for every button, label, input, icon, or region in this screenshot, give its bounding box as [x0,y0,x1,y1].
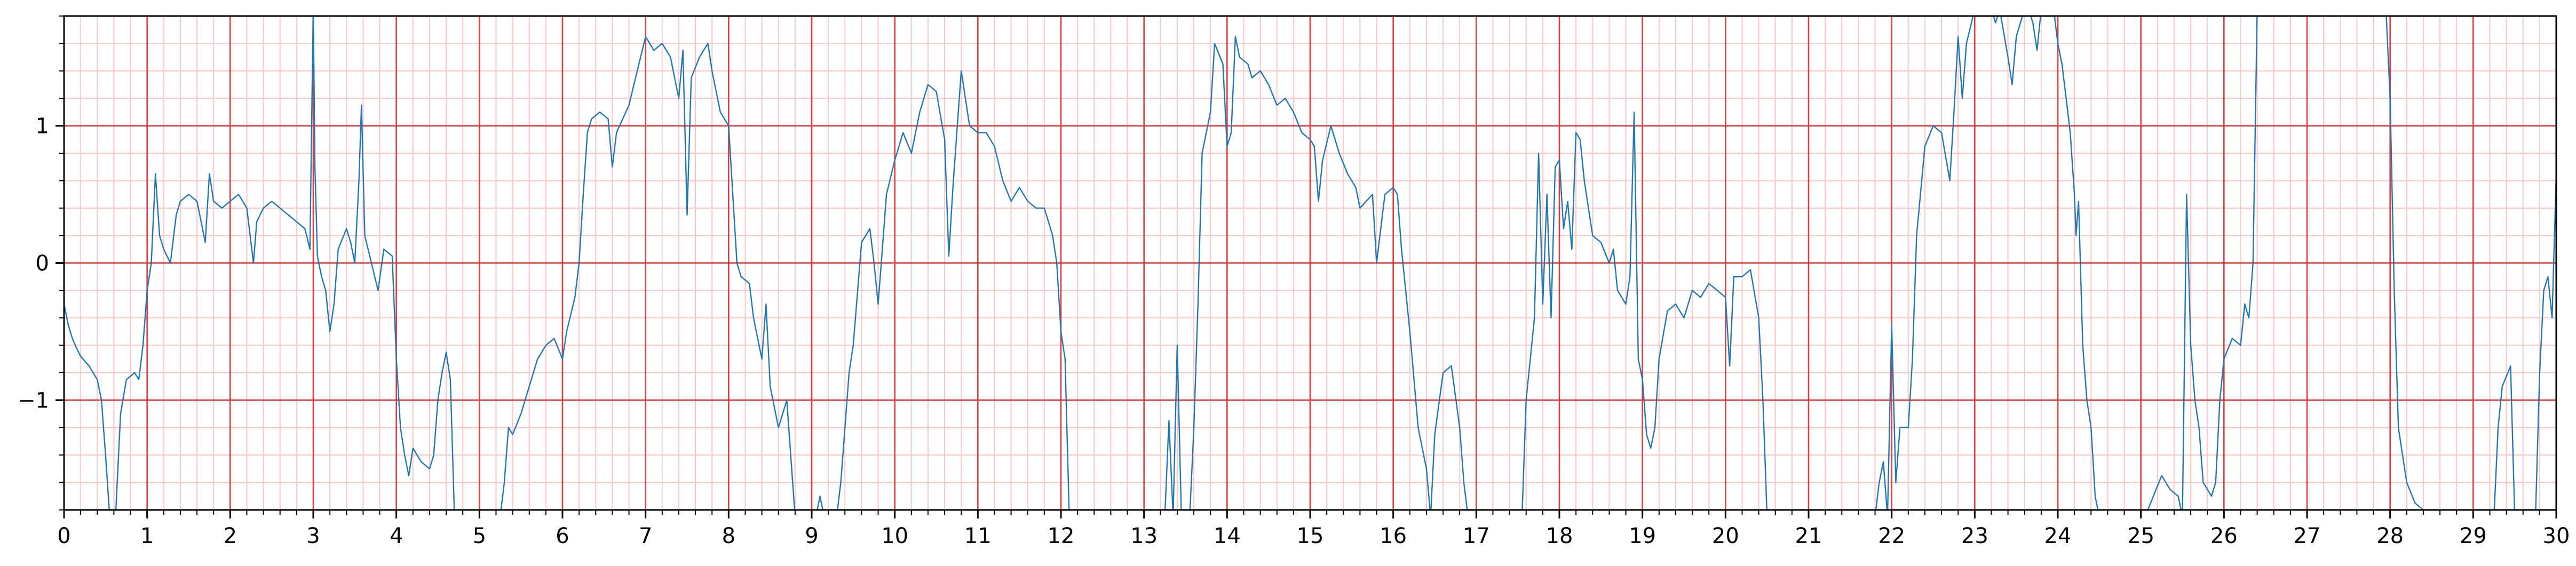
x-tick-label: 4 [390,524,403,548]
y-tick-label: −1 [18,388,49,413]
y-axis: 1 0 −1 [18,15,64,510]
x-tick-label: 19 [1629,524,1656,548]
x-tick-label: 30 [2543,524,2570,548]
x-tick-label: 17 [1463,524,1490,548]
x-tick-label: 16 [1380,524,1407,548]
x-tick-label: 24 [2044,524,2072,548]
y-tick-label: 1 [36,114,49,139]
x-tick-label: 10 [881,524,908,548]
x-tick-label: 5 [473,524,486,548]
x-tick-label: 15 [1297,524,1324,548]
series-layer [64,16,2556,510]
x-tick-label: 8 [722,524,735,548]
x-tick-label: 1 [140,524,154,548]
x-tick-label: 13 [1130,524,1158,548]
x-tick-label: 0 [57,524,70,548]
x-tick-label: 14 [1214,524,1241,548]
x-tick-label: 23 [1961,524,1988,548]
x-tick-label: 29 [2460,524,2487,548]
x-tick-label: 12 [1048,524,1075,548]
x-tick-label: 26 [2210,524,2238,548]
x-tick-label: 11 [964,524,992,548]
x-tick-label: 2 [224,524,237,548]
series-line [64,16,2556,510]
x-axis: 0 1 2 3 4 5 6 7 8 9 10 11 12 13 14 15 16 17 18 19 20 21 22 23 24… [57,510,2570,548]
x-tick-label: 18 [1546,524,1573,548]
x-tick-label: 7 [639,524,652,548]
x-tick-label: 3 [306,524,320,548]
x-tick-label: 22 [1878,524,1905,548]
x-tick-label: 27 [2294,524,2321,548]
major-grid [63,16,2557,510]
x-tick-label: 20 [1712,524,1739,548]
x-tick-label: 21 [1795,524,1822,548]
y-tick-label: 0 [36,251,49,276]
x-tick-label: 28 [2376,524,2404,548]
x-tick-label: 25 [2127,524,2154,548]
x-tick-label: 6 [556,524,569,548]
x-tick-label: 9 [805,524,818,548]
